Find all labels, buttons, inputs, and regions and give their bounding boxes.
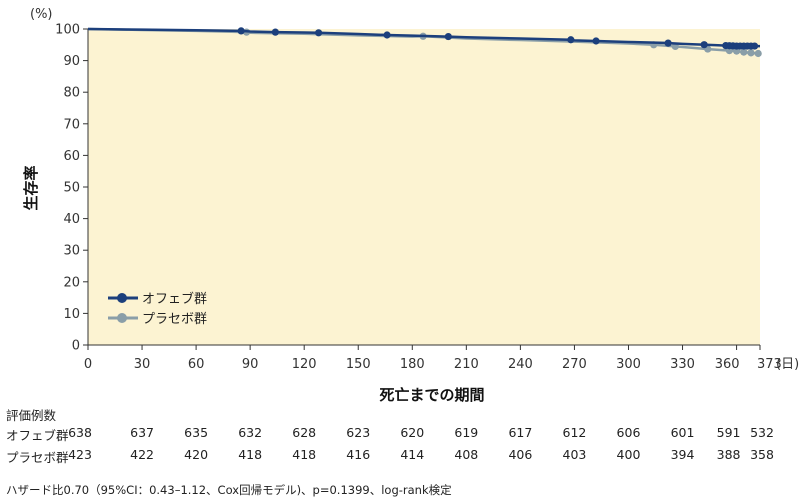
- risk-value: 635: [184, 425, 209, 440]
- censor-point: [700, 41, 708, 49]
- censor-point: [444, 32, 452, 41]
- x-tick-label: 120: [292, 357, 317, 372]
- x-tick-label: 180: [400, 357, 425, 372]
- risk-value: 637: [130, 425, 154, 440]
- risk-value: 638: [68, 425, 92, 440]
- x-axis-unit: (日): [776, 357, 799, 372]
- risk-value: 619: [454, 425, 479, 440]
- censor-point: [747, 49, 755, 57]
- risk-row-label-placebo: プラセボ群: [6, 450, 69, 465]
- risk-value: 612: [562, 425, 587, 440]
- legend-label-ofev: オフェブ群: [142, 291, 207, 307]
- risk-value: 617: [508, 425, 533, 440]
- legend: オフェブ群 プラセボ群: [108, 291, 207, 327]
- risk-value: 388: [716, 447, 741, 462]
- risk-value: 620: [400, 425, 425, 440]
- risk-value: 532: [750, 425, 774, 440]
- series-0: [87, 27, 760, 50]
- censor-point: [592, 37, 600, 45]
- y-tick-label: 70: [63, 117, 80, 132]
- y-tick-label: 60: [63, 149, 80, 164]
- x-axis-title: 死亡までの期間: [379, 386, 484, 404]
- x-tick-label: 360: [715, 357, 740, 372]
- plot-background: [88, 29, 760, 345]
- risk-value: 406: [508, 447, 533, 462]
- risk-value: 418: [292, 447, 317, 462]
- y-tick-label: 20: [63, 275, 80, 290]
- y-axis-title: 生存率: [22, 165, 40, 210]
- risk-table-title: 評価例数: [6, 408, 57, 423]
- risk-value: 394: [670, 447, 695, 462]
- risk-value: 422: [130, 447, 154, 462]
- risk-value: 403: [562, 447, 587, 462]
- risk-value: 628: [292, 425, 317, 440]
- risk-value: 623: [346, 425, 371, 440]
- x-axis-ticks: 0 30 60 90 120 150 180 210 240 270 300 330 360 373: [84, 345, 782, 372]
- risk-value: 423: [68, 447, 92, 462]
- legend-marker-ofev: [117, 293, 127, 303]
- legend-marker-placebo: [117, 313, 127, 323]
- y-axis-unit: (%): [30, 7, 53, 22]
- x-tick-label: 0: [84, 357, 92, 372]
- risk-value: 632: [238, 425, 263, 440]
- x-tick-label: 150: [346, 357, 371, 372]
- risk-value: 416: [346, 447, 371, 462]
- risk-value: 408: [454, 447, 479, 462]
- y-tick-label: 100: [55, 23, 80, 38]
- x-tick-label: 90: [242, 357, 259, 372]
- x-tick-label: 210: [454, 357, 479, 372]
- y-axis-ticks: 0 10 20 30 40 50 60 70 80 90 100: [55, 23, 88, 354]
- risk-value: 601: [670, 425, 695, 440]
- x-tick-label: 330: [670, 357, 695, 372]
- x-tick-label: 60: [188, 357, 205, 372]
- y-tick-label: 80: [63, 86, 80, 101]
- risk-value: 591: [716, 425, 741, 440]
- risk-row-label-ofev: オフェブ群: [6, 428, 69, 443]
- x-tick-label: 373: [757, 357, 782, 372]
- legend-item-placebo: プラセボ群: [108, 312, 207, 327]
- censor-point: [754, 49, 762, 58]
- x-tick-label: 30: [134, 357, 151, 372]
- censor-point: [732, 47, 741, 55]
- y-tick-label: 0: [72, 339, 80, 354]
- y-tick-label: 90: [63, 54, 80, 69]
- y-tick-label: 40: [63, 212, 80, 227]
- y-tick-label: 30: [63, 244, 80, 259]
- risk-value: 400: [616, 447, 641, 462]
- legend-item-ofev: オフェブ群: [108, 291, 207, 307]
- risk-value: 420: [184, 447, 209, 462]
- censor-point: [664, 39, 672, 47]
- risk-value: 606: [616, 425, 641, 440]
- censor-point: [740, 48, 748, 56]
- censor-point: [383, 31, 391, 39]
- y-tick-label: 50: [63, 181, 80, 196]
- series-layer: [87, 27, 762, 58]
- censor-point: [315, 29, 323, 37]
- risk-value: 358: [750, 447, 774, 462]
- censor-point: [271, 28, 279, 36]
- series-line: [87, 27, 760, 48]
- x-tick-label: 240: [508, 357, 533, 372]
- risk-value: 414: [400, 447, 425, 462]
- censor-point: [567, 36, 575, 44]
- x-tick-label: 270: [562, 357, 587, 372]
- x-tick-label: 300: [616, 357, 641, 372]
- legend-label-placebo: プラセボ群: [142, 312, 207, 327]
- censor-point: [750, 42, 759, 50]
- risk-value: 418: [238, 447, 263, 462]
- censor-point: [237, 27, 245, 35]
- y-tick-label: 10: [63, 307, 80, 322]
- footnote: ハザード比0.70（95%CI：0.43–1.12、Cox回帰モデル)、p=0.…: [6, 483, 452, 497]
